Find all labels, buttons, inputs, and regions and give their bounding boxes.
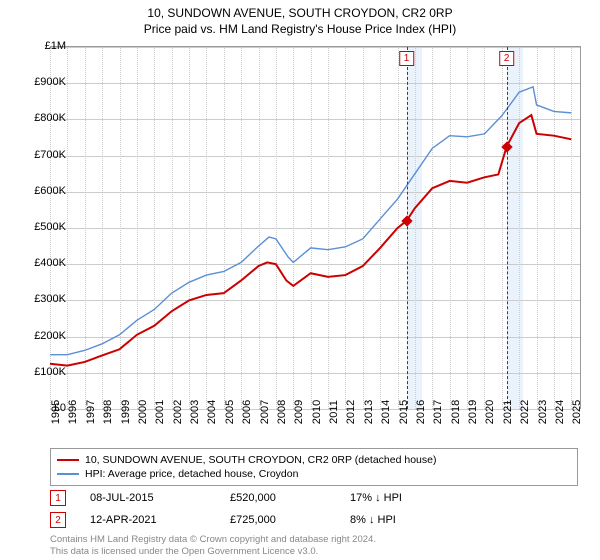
sale-date: 08-JUL-2015 — [90, 492, 230, 504]
x-tick-label: 1999 — [120, 400, 132, 424]
x-tick-label: 1996 — [67, 400, 79, 424]
y-tick-label: £300K — [34, 293, 66, 305]
legend-swatch — [57, 473, 79, 475]
x-tick-label: 2010 — [311, 400, 323, 424]
series-hpi — [50, 87, 571, 355]
x-tick-label: 2022 — [519, 400, 531, 424]
chart-plot-area: 12 — [50, 46, 581, 409]
y-tick-label: £100K — [34, 366, 66, 378]
x-tick-label: 2011 — [328, 400, 340, 424]
x-tick-label: 1998 — [102, 400, 114, 424]
sale-hpi-delta: 17% ↓ HPI — [350, 492, 402, 504]
x-tick-label: 2004 — [206, 400, 218, 424]
y-tick-label: £500K — [34, 221, 66, 233]
x-tick-label: 2017 — [432, 400, 444, 424]
sale-date: 12-APR-2021 — [90, 514, 230, 526]
x-tick-label: 2000 — [137, 400, 149, 424]
chart-container: 10, SUNDOWN AVENUE, SOUTH CROYDON, CR2 0… — [0, 0, 600, 560]
chart-svg — [50, 47, 580, 409]
y-tick-label: £1M — [45, 40, 66, 52]
sale-marker-number: 1 — [55, 493, 61, 504]
x-tick-label: 2003 — [189, 400, 201, 424]
sale-row: 1 08-JUL-2015 £520,000 17% ↓ HPI — [50, 490, 578, 506]
sale-marker-label: 1 — [399, 51, 415, 66]
x-tick-label: 2016 — [415, 400, 427, 424]
x-tick-label: 2002 — [172, 400, 184, 424]
x-tick-label: 2012 — [345, 400, 357, 424]
footer-line: This data is licensed under the Open Gov… — [50, 546, 376, 558]
legend-label: 10, SUNDOWN AVENUE, SOUTH CROYDON, CR2 0… — [85, 454, 436, 466]
x-tick-label: 2018 — [450, 400, 462, 424]
x-tick-label: 2019 — [467, 400, 479, 424]
x-tick-label: 2007 — [259, 400, 271, 424]
y-tick-label: £600K — [34, 185, 66, 197]
x-tick-label: 2008 — [276, 400, 288, 424]
x-tick-label: 2005 — [224, 400, 236, 424]
chart-title: 10, SUNDOWN AVENUE, SOUTH CROYDON, CR2 0… — [0, 6, 600, 20]
sale-price: £725,000 — [230, 514, 350, 526]
legend-swatch — [57, 459, 79, 461]
y-tick-label: £200K — [34, 330, 66, 342]
x-tick-label: 2021 — [502, 400, 514, 424]
x-tick-label: 2024 — [554, 400, 566, 424]
title-block: 10, SUNDOWN AVENUE, SOUTH CROYDON, CR2 0… — [0, 0, 600, 36]
x-tick-label: 1997 — [85, 400, 97, 424]
sale-price: £520,000 — [230, 492, 350, 504]
footer: Contains HM Land Registry data © Crown c… — [50, 534, 376, 558]
x-tick-label: 2009 — [293, 400, 305, 424]
x-tick-label: 2013 — [363, 400, 375, 424]
sale-marker-box: 2 — [50, 512, 66, 528]
x-tick-label: 2020 — [484, 400, 496, 424]
legend: 10, SUNDOWN AVENUE, SOUTH CROYDON, CR2 0… — [50, 448, 578, 486]
legend-row: 10, SUNDOWN AVENUE, SOUTH CROYDON, CR2 0… — [57, 453, 571, 467]
y-tick-label: £700K — [34, 149, 66, 161]
sale-marker-box: 1 — [50, 490, 66, 506]
sale-hpi-delta: 8% ↓ HPI — [350, 514, 396, 526]
y-tick-label: £400K — [34, 257, 66, 269]
x-tick-label: 2001 — [154, 400, 166, 424]
sale-marker-number: 2 — [55, 515, 61, 526]
sale-marker-line — [507, 47, 508, 409]
footer-line: Contains HM Land Registry data © Crown c… — [50, 534, 376, 546]
x-tick-label: 2006 — [241, 400, 253, 424]
chart-subtitle: Price paid vs. HM Land Registry's House … — [0, 22, 600, 36]
legend-row: HPI: Average price, detached house, Croy… — [57, 467, 571, 481]
x-tick-label: 2015 — [398, 400, 410, 424]
sale-row: 2 12-APR-2021 £725,000 8% ↓ HPI — [50, 512, 578, 528]
y-tick-label: £900K — [34, 76, 66, 88]
x-tick-label: 2023 — [537, 400, 549, 424]
x-tick-label: 1995 — [50, 400, 62, 424]
legend-label: HPI: Average price, detached house, Croy… — [85, 468, 298, 480]
y-tick-label: £800K — [34, 112, 66, 124]
x-tick-label: 2014 — [380, 400, 392, 424]
x-tick-label: 2025 — [571, 400, 583, 424]
sale-marker-line — [407, 47, 408, 409]
sale-marker-label: 2 — [499, 51, 515, 66]
